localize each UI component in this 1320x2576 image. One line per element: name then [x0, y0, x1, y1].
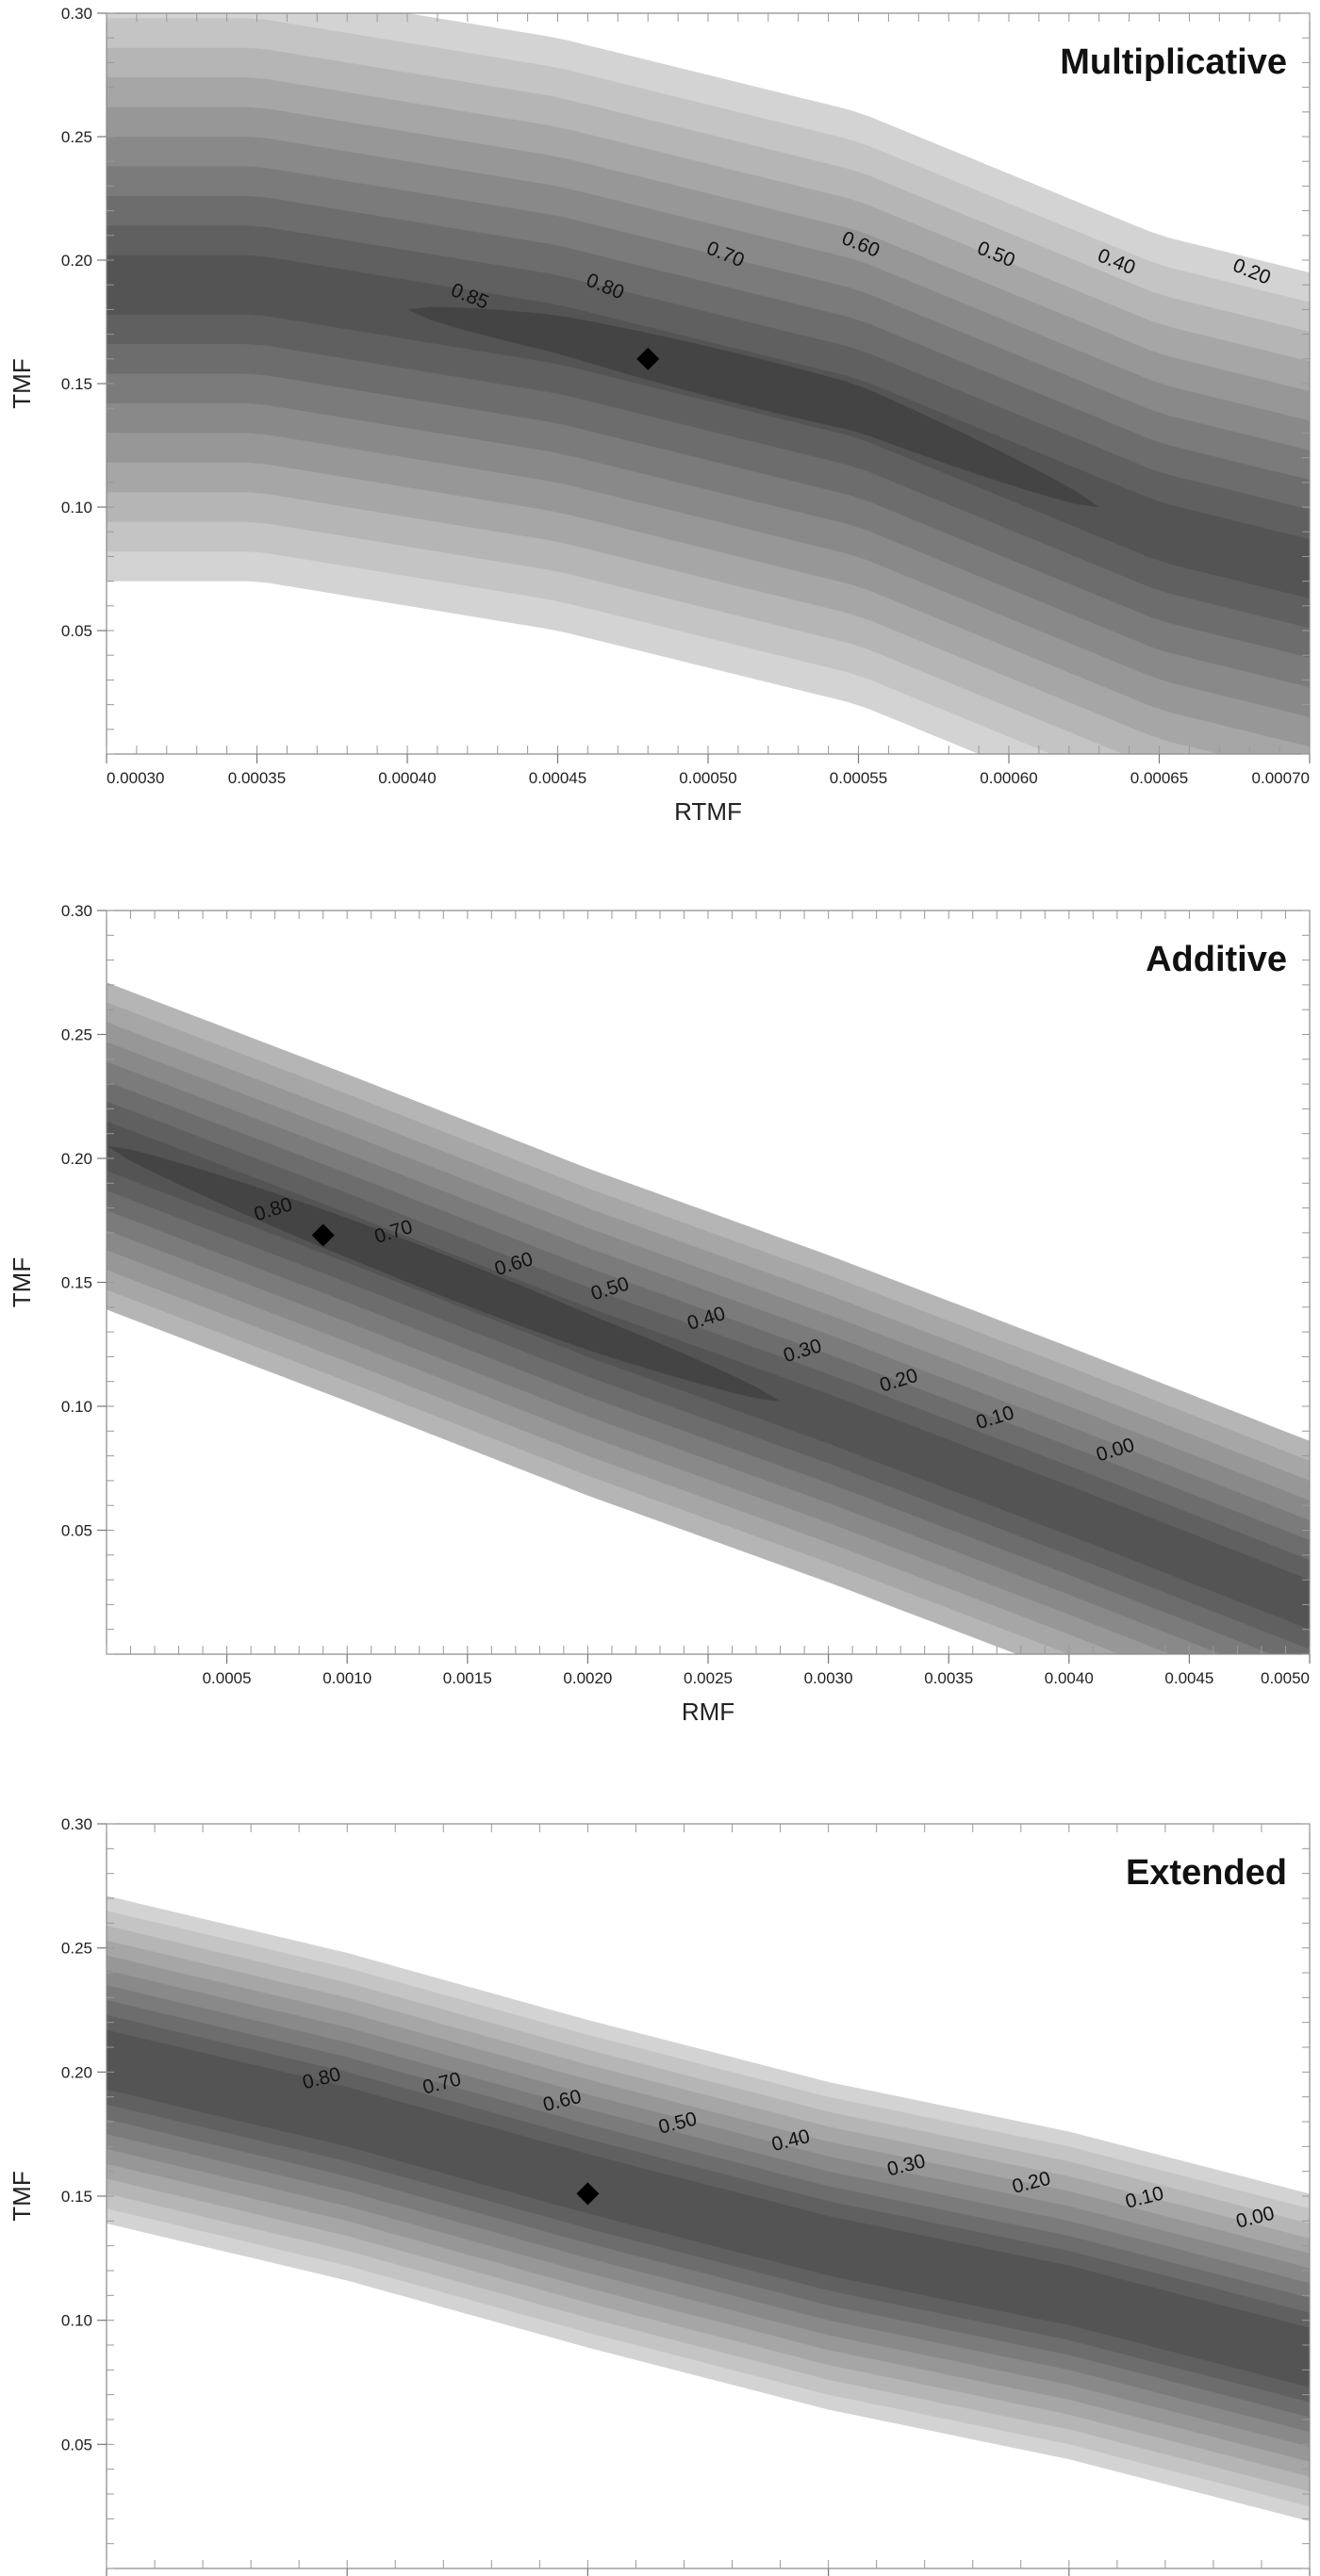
panel-title: Additive — [1146, 940, 1287, 979]
y-tick-label: 0.30 — [61, 1815, 92, 1833]
contour-bands — [107, 1895, 1310, 2521]
contour-bands — [107, 982, 1310, 1654]
x-tick-label: 0.00045 — [529, 769, 586, 787]
y-tick-label: 0.15 — [61, 2188, 92, 2206]
contour-core — [407, 306, 1099, 507]
y-axis-label: TMF — [8, 358, 36, 408]
chart-panel-multiplicative: 0.00030 0.00035 0.00040 0.00045 0.00050 0.000… — [8, 5, 1311, 826]
contour-band — [107, 2029, 1310, 2387]
chart-panel-additive: 0.0005 0.0010 0.0015 0.0020 0.0025 0.0030 0.00… — [8, 902, 1311, 1726]
optimum-diamond-marker — [576, 2182, 600, 2206]
y-tick-label: 0.10 — [61, 1398, 92, 1416]
x-tick-label: 0.0035 — [924, 1669, 973, 1687]
contour-bands — [107, 13, 1310, 754]
x-tick-label: 0.0005 — [203, 1669, 252, 1687]
contour-band — [107, 254, 1310, 599]
y-tick-label: 0.20 — [61, 2063, 92, 2081]
chart-panel-extended: 0.00000.00010.00020.00030.00040.00050.05… — [8, 1815, 1311, 2576]
x-tick-label: 0.0040 — [1045, 1669, 1094, 1687]
y-tick-label: 0.15 — [61, 375, 92, 393]
x-tick-label: 0.0010 — [322, 1669, 371, 1687]
x-tick-label: 0.00055 — [830, 769, 887, 787]
x-tick-label: 0.0025 — [684, 1669, 733, 1687]
y-tick-label: 0.05 — [61, 1522, 92, 1540]
x-tick-label: 0.00060 — [980, 769, 1037, 787]
optimum-diamond-marker — [311, 1223, 335, 1247]
y-axis-label: TMF — [8, 2171, 36, 2221]
x-tick-label: 0.0045 — [1164, 1669, 1213, 1687]
panel-title: Multiplicative — [1060, 42, 1287, 82]
y-tick-label: 0.15 — [61, 1274, 92, 1292]
x-tick-label: 0.00050 — [679, 769, 736, 787]
y-tick-label: 0.05 — [61, 2436, 92, 2453]
x-tick-label: 0.0050 — [1261, 1669, 1310, 1687]
y-tick-label: 0.30 — [61, 902, 92, 920]
y-tick-label: 0.25 — [61, 128, 92, 146]
y-tick-label: 0.05 — [61, 622, 92, 640]
y-tick-label: 0.10 — [61, 499, 92, 517]
x-tick-label: 0.0015 — [443, 1669, 492, 1687]
y-tick-label: 0.20 — [61, 1150, 92, 1168]
x-axis-label: RTMF — [674, 797, 742, 826]
x-tick-label: 0.00065 — [1130, 769, 1188, 787]
y-tick-label: 0.25 — [61, 1026, 92, 1044]
y-axis-label: TMF — [8, 1257, 36, 1307]
x-tick-label: 0.00030 — [107, 769, 164, 787]
panel-title: Extended — [1126, 1853, 1287, 1893]
x-tick-label: 0.0020 — [563, 1669, 612, 1687]
x-tick-label: 0.00035 — [228, 769, 286, 787]
y-tick-label: 0.25 — [61, 1940, 92, 1958]
y-tick-label: 0.20 — [61, 252, 92, 270]
x-tick-label: 0.00040 — [378, 769, 436, 787]
x-tick-label: 0.0030 — [804, 1669, 853, 1687]
x-tick-label: 0.00070 — [1252, 769, 1310, 787]
optimum-diamond-marker — [636, 347, 660, 370]
x-axis-label: RMF — [682, 1698, 734, 1726]
contour-core — [107, 1145, 781, 1402]
y-tick-label: 0.30 — [61, 5, 92, 23]
y-tick-label: 0.10 — [61, 2312, 92, 2330]
